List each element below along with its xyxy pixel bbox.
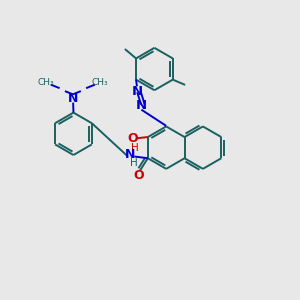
Text: N: N — [136, 99, 147, 112]
Text: CH₃: CH₃ — [92, 78, 108, 87]
Text: N: N — [125, 148, 135, 161]
Text: H: H — [131, 143, 139, 153]
Text: N: N — [131, 85, 142, 98]
Text: O: O — [134, 169, 144, 182]
Text: O: O — [128, 132, 138, 145]
Text: CH₃: CH₃ — [38, 78, 54, 87]
Text: N: N — [68, 92, 78, 105]
Text: H: H — [130, 158, 138, 168]
